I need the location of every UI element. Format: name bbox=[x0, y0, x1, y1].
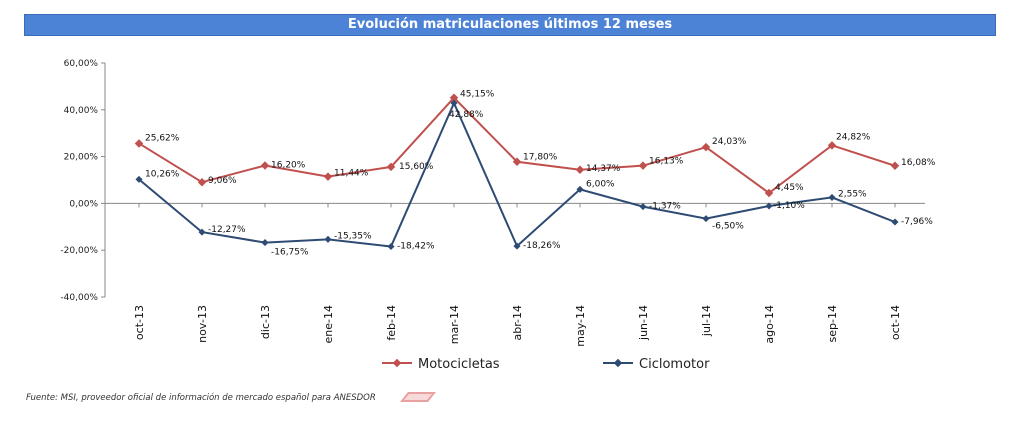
data-label: 15,60% bbox=[399, 162, 434, 172]
data-labels: 25,62% 9,06% 16,20% 11,44% 15,60% 45,15% 17,80… bbox=[145, 90, 936, 258]
data-label: 24,82% bbox=[836, 132, 871, 142]
data-label: -16,75% bbox=[271, 248, 309, 258]
data-label: 17,80% bbox=[523, 153, 558, 163]
data-label: 16,13% bbox=[649, 157, 684, 167]
y-tick-label: 60,00% bbox=[64, 59, 99, 69]
data-label: -6,50% bbox=[712, 222, 744, 232]
legend: Motocicletas Ciclomotor bbox=[382, 357, 710, 372]
data-point bbox=[702, 215, 710, 223]
legend-label: Ciclomotor bbox=[639, 357, 710, 372]
y-axis-ticks: 60,00% 40,00% 20,00% 0,00% -20,00% -40,00% bbox=[60, 59, 105, 303]
data-label: 10,26% bbox=[145, 169, 180, 179]
series-line-motocicletas bbox=[138, 96, 896, 195]
data-label: 11,44% bbox=[334, 169, 369, 179]
data-label: -18,42% bbox=[397, 242, 435, 252]
x-axis-ticks: oct-13 nov-13 dic-13 ene-14 feb-14 mar-14 abr-… bbox=[133, 203, 902, 347]
data-label: 14,37% bbox=[586, 164, 621, 174]
data-label: 4,45% bbox=[775, 183, 804, 193]
data-label: 6,00% bbox=[586, 179, 615, 189]
data-label: 45,15% bbox=[460, 90, 495, 100]
legend-label: Motocicletas bbox=[418, 357, 500, 372]
data-point bbox=[197, 177, 207, 187]
x-tick-label: abr-14 bbox=[511, 305, 524, 341]
source-note: Fuente: MSI, proveedor oficial de inform… bbox=[26, 393, 376, 403]
data-label: -1,10% bbox=[773, 201, 805, 211]
data-label: 16,08% bbox=[901, 158, 936, 168]
x-tick-label: ene-14 bbox=[322, 305, 335, 343]
data-point bbox=[324, 235, 332, 243]
data-label: -7,96% bbox=[901, 217, 933, 227]
y-tick-label: 40,00% bbox=[64, 106, 99, 116]
data-point bbox=[450, 99, 458, 107]
data-label: 2,55% bbox=[838, 189, 867, 199]
data-point bbox=[576, 185, 584, 193]
data-point bbox=[387, 242, 395, 251]
data-point bbox=[386, 162, 396, 172]
x-tick-label: dic-13 bbox=[259, 305, 272, 339]
data-point bbox=[638, 161, 648, 170]
data-label: -12,27% bbox=[208, 225, 246, 235]
data-point bbox=[639, 203, 647, 211]
data-label: -1,37% bbox=[649, 202, 681, 212]
legend-marker bbox=[613, 358, 623, 368]
data-point bbox=[449, 93, 459, 102]
series-lines bbox=[138, 96, 896, 248]
data-point bbox=[135, 175, 143, 183]
chart-title: Evolución matriculaciones últimos 12 mes… bbox=[24, 14, 996, 36]
data-point bbox=[260, 161, 270, 170]
data-label: 24,03% bbox=[712, 137, 747, 147]
data-label: 25,62% bbox=[145, 133, 180, 143]
x-tick-label: oct-13 bbox=[133, 305, 146, 340]
x-tick-label: nov-13 bbox=[196, 305, 209, 343]
data-point bbox=[828, 193, 836, 201]
data-label: -15,35% bbox=[334, 231, 372, 241]
data-point bbox=[891, 218, 899, 226]
data-point bbox=[513, 242, 521, 250]
data-label: -18,26% bbox=[523, 241, 561, 251]
data-point bbox=[198, 228, 206, 236]
data-point bbox=[890, 161, 900, 171]
data-label: 42,88% bbox=[449, 110, 484, 120]
y-tick-label: 20,00% bbox=[64, 153, 99, 163]
data-point bbox=[261, 239, 269, 247]
legend-marker bbox=[392, 358, 402, 368]
x-tick-label: mar-14 bbox=[448, 305, 461, 344]
x-tick-label: may-14 bbox=[574, 305, 587, 347]
data-point bbox=[575, 165, 585, 175]
y-tick-label: -20,00% bbox=[60, 246, 98, 256]
x-tick-label: jul-14 bbox=[700, 305, 713, 337]
data-label: 9,06% bbox=[208, 176, 237, 186]
data-point bbox=[765, 202, 773, 210]
msi-logo bbox=[400, 392, 436, 402]
x-tick-label: ago-14 bbox=[763, 305, 776, 344]
y-tick-label: -40,00% bbox=[60, 293, 98, 303]
series-line-ciclomotor bbox=[138, 100, 896, 248]
data-point bbox=[134, 139, 144, 148]
data-label: 16,20% bbox=[271, 160, 306, 170]
x-tick-label: jun-14 bbox=[637, 305, 650, 341]
x-tick-label: feb-14 bbox=[385, 305, 398, 341]
x-tick-label: oct-14 bbox=[889, 305, 902, 340]
series-points bbox=[134, 93, 900, 251]
y-tick-label: 0,00% bbox=[69, 199, 98, 209]
x-tick-label: sep-14 bbox=[826, 305, 839, 342]
data-point bbox=[323, 172, 333, 181]
